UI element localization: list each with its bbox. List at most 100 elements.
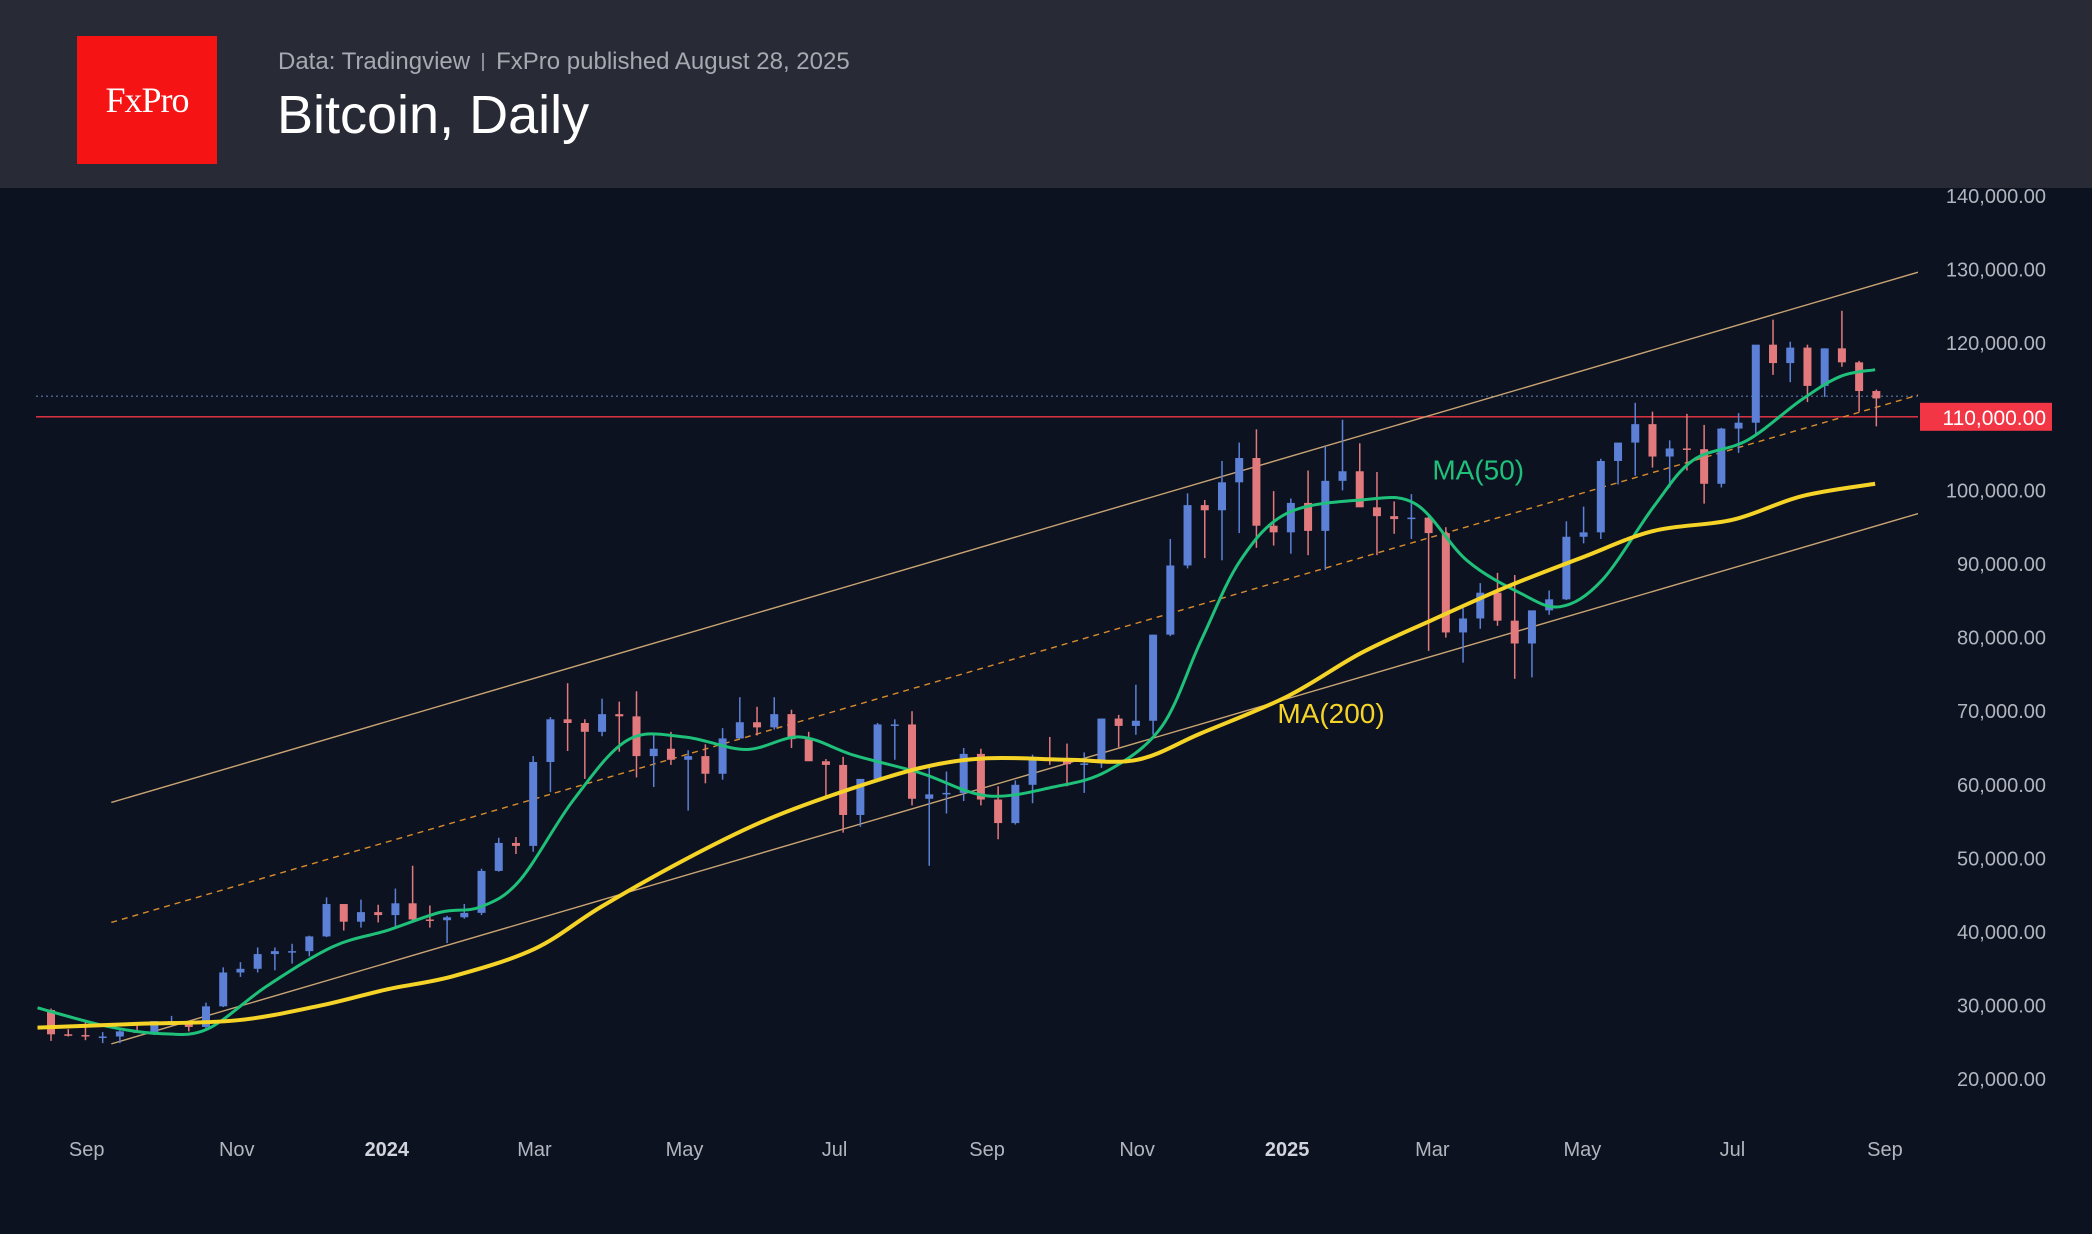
y-tick-label: 40,000.00 — [1957, 922, 2046, 944]
candle — [1390, 501, 1399, 534]
candle-body — [994, 799, 1003, 824]
candle-body — [1837, 348, 1846, 363]
candle — [1872, 389, 1881, 427]
candle — [1665, 440, 1674, 488]
candle — [305, 935, 314, 957]
candle — [1631, 402, 1640, 476]
candle-body — [959, 753, 968, 793]
annotation-label: MA(50) — [1432, 454, 1524, 485]
y-tick-label: 120,000.00 — [1946, 333, 2046, 355]
candle-body — [1217, 482, 1226, 511]
candle-body — [1527, 610, 1536, 644]
candle — [1424, 516, 1433, 651]
candle — [288, 943, 297, 964]
candle-body — [1700, 449, 1709, 484]
candle-body — [925, 794, 934, 799]
plot-area: MA(50) MA(200) — [36, 271, 1918, 1045]
candle-body — [477, 870, 486, 913]
candle — [770, 697, 779, 730]
candle — [1217, 460, 1226, 561]
x-tick-label: 2025 — [1265, 1139, 1310, 1161]
candle — [873, 722, 882, 779]
candle-body — [219, 972, 228, 1007]
candle-body — [1769, 344, 1778, 364]
candle-body — [1011, 784, 1020, 824]
candle — [443, 915, 452, 944]
candle — [1183, 493, 1192, 569]
candle — [408, 865, 417, 921]
y-tick-label: 70,000.00 — [1957, 701, 2046, 723]
candle-body — [976, 753, 985, 800]
candle — [1510, 575, 1519, 679]
candle — [1769, 319, 1778, 375]
candle — [701, 744, 710, 784]
candle — [1149, 634, 1158, 735]
candle-body — [1803, 347, 1812, 386]
candle-body — [942, 792, 951, 795]
candle-body — [666, 748, 675, 760]
candle — [202, 1002, 210, 1029]
candle-body — [770, 714, 779, 728]
candle — [856, 778, 865, 827]
candle — [1114, 714, 1123, 748]
y-tick-label: 50,000.00 — [1957, 848, 2046, 870]
candle-body — [1114, 718, 1123, 726]
candle-body — [1734, 422, 1743, 429]
candle-body — [1183, 505, 1192, 566]
candle — [219, 967, 228, 1008]
candle-body — [270, 951, 279, 955]
candle — [494, 837, 503, 872]
x-tick-label: Mar — [1415, 1139, 1450, 1161]
candle — [1286, 498, 1295, 554]
candle — [391, 888, 400, 927]
candle-body — [150, 1021, 159, 1033]
candle — [1372, 472, 1381, 556]
candle-body — [1648, 424, 1657, 457]
candle-body — [1476, 592, 1485, 619]
candle — [1252, 429, 1261, 548]
separator — [482, 53, 485, 71]
candle-body — [1252, 458, 1261, 526]
candle — [735, 697, 744, 739]
candle — [1579, 506, 1588, 544]
candle — [1545, 590, 1554, 615]
candle — [1131, 684, 1140, 735]
candle-body — [1751, 344, 1760, 423]
axes: 140,000.00 130,000.00 120,000.00 100,000.00… — [69, 186, 2052, 1161]
candle-body — [1269, 525, 1278, 533]
annotation-label: MA(200) — [1277, 698, 1384, 729]
x-tick-label: Sep — [69, 1139, 105, 1161]
candle — [1028, 754, 1037, 804]
x-tick-label: 2024 — [365, 1139, 410, 1161]
candle — [839, 756, 848, 833]
candle — [753, 706, 762, 736]
candle-body — [494, 842, 503, 871]
candle — [253, 947, 262, 973]
x-tick-label: May — [1563, 1139, 1601, 1161]
candle — [1562, 521, 1571, 601]
page-title: Bitcoin, Daily — [277, 85, 590, 145]
candle — [529, 756, 538, 852]
candle-body — [1063, 760, 1071, 765]
candle-body — [408, 903, 417, 920]
candle-body — [598, 714, 607, 732]
candle-body — [288, 951, 297, 953]
x-tick-label: Nov — [1119, 1139, 1155, 1161]
candle-body — [1321, 480, 1330, 531]
candle — [666, 731, 675, 765]
candle — [1734, 413, 1743, 453]
y-tick-label: 20,000.00 — [1957, 1069, 2046, 1091]
candle — [1820, 348, 1829, 397]
candle — [994, 786, 1003, 840]
candle-body — [753, 722, 762, 728]
candle — [1269, 491, 1278, 546]
candle-body — [1459, 618, 1468, 633]
candle — [546, 717, 555, 793]
candle — [787, 709, 796, 748]
candle-body — [1355, 471, 1364, 508]
candle — [64, 1029, 73, 1037]
candle — [1235, 442, 1244, 534]
candle — [374, 904, 383, 923]
candle-body — [1149, 634, 1158, 721]
candle — [1786, 341, 1795, 383]
